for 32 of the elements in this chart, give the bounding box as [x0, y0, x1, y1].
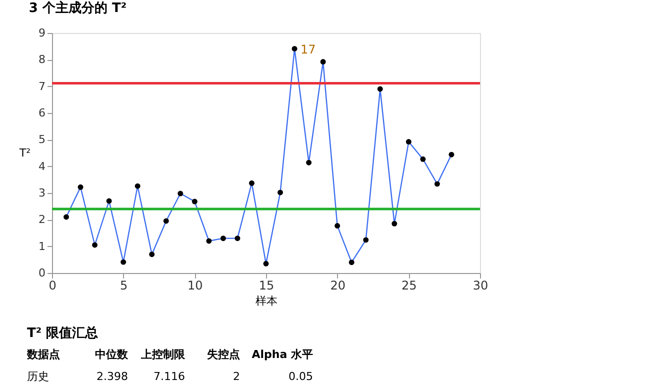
x-tick-label: 15 [258, 278, 274, 292]
x-tick-label: 5 [120, 278, 128, 292]
text: 历史 [27, 370, 49, 383]
text: Alpha 水平 [252, 348, 313, 361]
x-tick-label: 0 [48, 278, 56, 292]
y-tick-label: 4 [38, 160, 46, 173]
x-tick-label: 25 [402, 278, 417, 292]
y-tick-label: 9 [38, 26, 46, 40]
text: 2.398 [96, 370, 128, 383]
y-tick-label: 2 [38, 213, 46, 226]
y-axis-title: T² [18, 146, 30, 160]
text: 0.05 [288, 370, 313, 383]
y-tick-label: 0 [38, 266, 46, 280]
y-tick-label: 1 [38, 240, 46, 253]
text: 数据点 [26, 348, 60, 361]
text: 7.116 [154, 370, 185, 383]
text: 失控点 [207, 348, 240, 361]
y-tick-label: 5 [38, 133, 46, 146]
text: T² 限值汇总 [27, 325, 100, 341]
text: 2 [233, 370, 240, 383]
x-tick-label: 10 [188, 278, 203, 292]
text: 上控制限 [140, 348, 186, 361]
y-tick-label: 3 [38, 186, 46, 200]
x-axis-title: 样本 [256, 294, 278, 308]
y-tick-label: 8 [38, 53, 46, 66]
x-tick-label: 20 [330, 278, 346, 292]
text: 中位数 [95, 348, 129, 361]
x-tick-label: 30 [472, 278, 488, 292]
chart-title: 3 个主成分的 T² [28, 0, 127, 16]
annotation: 17 [300, 42, 316, 57]
y-tick-label: 7 [38, 80, 46, 93]
y-tick-label: 6 [38, 106, 46, 120]
